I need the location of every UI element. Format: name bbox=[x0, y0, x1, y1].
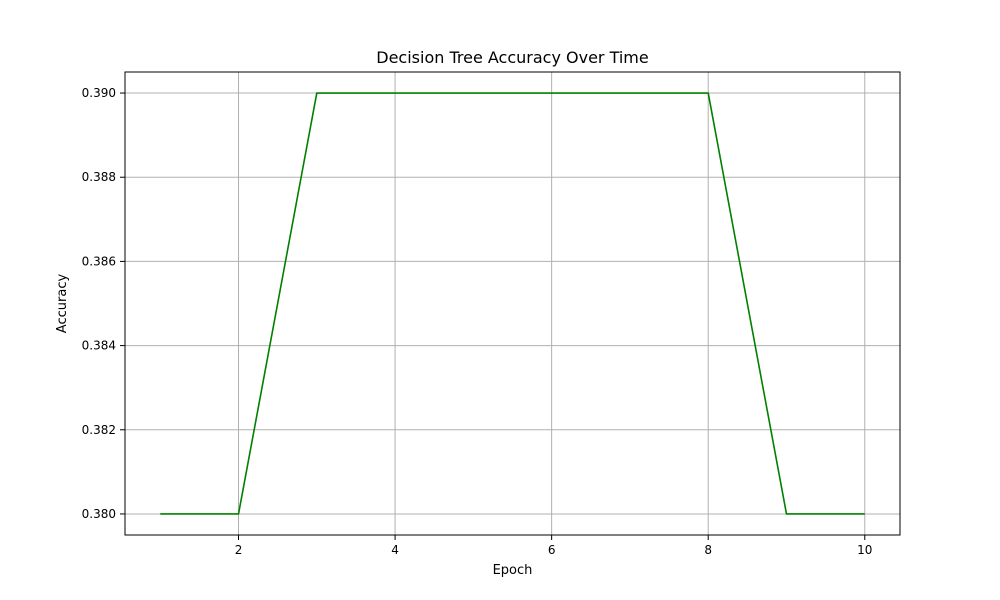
x-tick-label: 4 bbox=[391, 543, 399, 557]
series-layer bbox=[160, 92, 865, 515]
y-tick-label: 0.390 bbox=[82, 86, 116, 100]
y-tick-label: 0.380 bbox=[82, 507, 116, 521]
x-tick-label: 6 bbox=[548, 543, 556, 557]
y-tick-label: 0.386 bbox=[82, 254, 116, 268]
series-line bbox=[160, 92, 865, 515]
x-tick-label: 10 bbox=[857, 543, 872, 557]
x-tick-label: 8 bbox=[704, 543, 712, 557]
x-axis-label: Epoch bbox=[493, 563, 533, 578]
y-tick-label: 0.384 bbox=[82, 339, 116, 353]
chart-title: Decision Tree Accuracy Over Time bbox=[376, 48, 648, 67]
x-tick-label: 2 bbox=[235, 543, 243, 557]
plot-frame bbox=[124, 71, 901, 536]
y-tick-label: 0.382 bbox=[82, 423, 116, 437]
y-tick-label: 0.388 bbox=[82, 170, 116, 184]
y-axis-label: Accuracy bbox=[55, 274, 70, 334]
axis-ticks: 2 4 6 8 10 0.380 0.382 0.384 0.386 0.388 0.390 bbox=[82, 86, 873, 557]
